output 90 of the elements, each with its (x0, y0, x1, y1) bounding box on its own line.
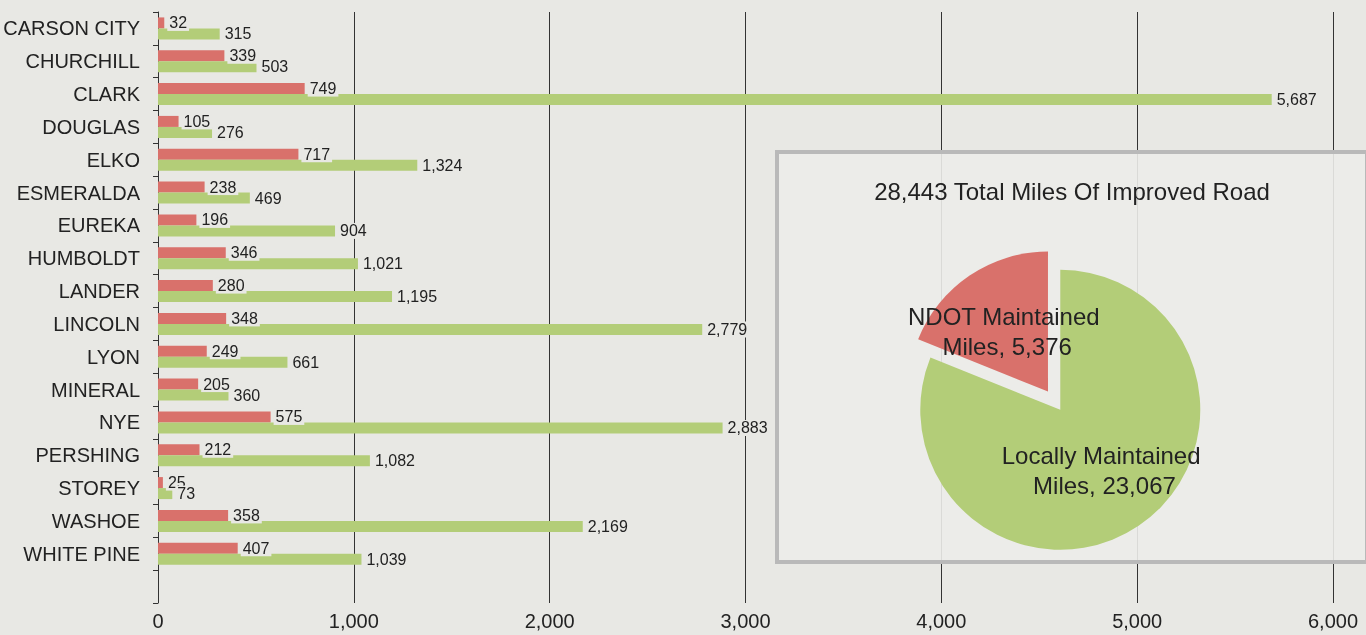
bar (158, 378, 199, 390)
x-tick-label: 6,000 (1307, 610, 1359, 632)
data-label: 469 (254, 189, 282, 207)
y-tick-label: STOREY (58, 477, 140, 500)
data-label: 360 (233, 386, 261, 404)
bar (158, 291, 393, 303)
bar (158, 553, 362, 565)
bar (158, 542, 238, 554)
bar (158, 280, 213, 292)
bar (158, 126, 213, 138)
chart-title: 28,443 Total Miles Of Improved Road (874, 177, 1270, 205)
data-label: 503 (261, 58, 289, 76)
data-label: 575 (275, 408, 303, 426)
data-label: 280 (217, 277, 245, 295)
bar (158, 115, 179, 127)
bar (158, 422, 723, 434)
x-tick-label: 5,000 (1112, 610, 1163, 632)
data-label: 2,883 (727, 419, 768, 437)
data-label: 1,039 (366, 550, 407, 568)
bar (158, 345, 207, 357)
data-label: 1,021 (362, 255, 404, 273)
bar (158, 509, 229, 521)
bar (158, 411, 271, 423)
data-label: 358 (233, 506, 260, 524)
data-label: 32 (169, 14, 188, 32)
bar (158, 389, 229, 401)
y-tick-label: HUMBOLDT (27, 247, 140, 270)
x-tick-label: 0 (152, 610, 164, 632)
data-label: 717 (303, 145, 331, 163)
data-label: 5,687 (1276, 91, 1317, 109)
bar (158, 258, 358, 270)
bar (158, 17, 165, 29)
y-tick-label: DOUGLAS (42, 115, 140, 138)
data-label: 407 (242, 539, 270, 557)
data-label: 212 (204, 441, 232, 459)
y-tick-label: WHITE PINE (23, 542, 140, 565)
data-label: 1,324 (422, 156, 463, 174)
x-tick-label: 4,000 (916, 610, 967, 632)
y-tick-label: LANDER (58, 280, 140, 303)
data-label: 749 (309, 80, 337, 98)
data-label: 1,195 (397, 288, 438, 306)
bar (158, 83, 305, 95)
bar (158, 159, 418, 171)
bar (158, 477, 163, 489)
data-label: 339 (229, 47, 257, 65)
bar (158, 28, 220, 40)
y-tick-label: LINCOLN (53, 312, 140, 335)
bar (158, 444, 200, 456)
data-label: 1,082 (374, 452, 416, 470)
y-tick-label: NYE (98, 411, 140, 434)
y-tick-label: MINERAL (51, 378, 140, 401)
data-label: 205 (203, 375, 230, 393)
bar (158, 148, 299, 160)
bar (158, 247, 226, 259)
bar (158, 214, 197, 226)
data-label: 105 (183, 112, 211, 130)
y-tick-label: WASHOE (51, 509, 140, 532)
bar (158, 50, 225, 62)
data-label: 315 (224, 25, 252, 43)
data-label: 661 (292, 353, 320, 371)
x-tick-label: 2,000 (524, 610, 575, 632)
y-tick-label: ELKO (86, 148, 140, 171)
bar (158, 225, 336, 237)
bar (158, 520, 583, 532)
y-tick-label: CHURCHILL (25, 50, 140, 73)
data-label: 348 (231, 309, 258, 327)
y-tick-label: LYON (87, 345, 140, 368)
y-tick-label: ESMERALDA (16, 181, 141, 204)
bar (158, 312, 227, 324)
data-label: 249 (211, 342, 239, 360)
y-tick-label: EUREKA (57, 214, 141, 237)
bar (158, 181, 205, 193)
bar (158, 192, 250, 204)
data-label: 276 (217, 123, 244, 141)
data-label: 2,779 (707, 320, 748, 338)
x-tick-label: 1,000 (328, 610, 379, 632)
bar (158, 61, 257, 73)
data-label: 904 (340, 222, 367, 240)
bar (158, 455, 370, 467)
bar (158, 323, 703, 335)
data-label: 238 (209, 178, 237, 196)
y-tick-label: PERSHING (35, 444, 140, 467)
y-tick-label: CARSON CITY (3, 17, 140, 40)
x-tick-label: 3,000 (720, 610, 771, 632)
bar (158, 356, 288, 368)
data-label: 196 (201, 211, 229, 229)
bar (158, 94, 1272, 106)
data-label: 2,169 (587, 517, 628, 535)
y-tick-label: CLARK (73, 83, 141, 106)
data-label: 346 (230, 244, 258, 262)
